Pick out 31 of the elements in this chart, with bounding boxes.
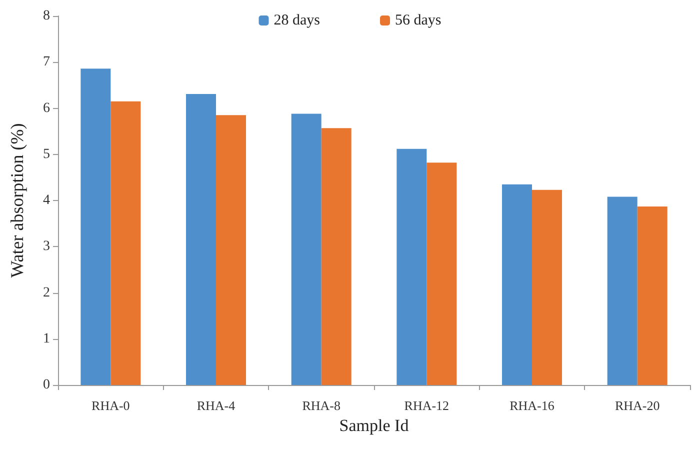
bar <box>291 114 322 385</box>
bar <box>216 115 246 385</box>
y-axis-title: Water absorption (%) <box>7 123 27 278</box>
y-tick-label: 7 <box>43 54 50 70</box>
y-tick-label: 4 <box>43 193 50 208</box>
bar <box>426 162 457 385</box>
legend-label: 28 days <box>274 12 320 28</box>
bar <box>321 128 352 385</box>
bar <box>607 196 638 385</box>
x-tick-label: RHA-8 <box>302 398 340 413</box>
y-tick-label: 3 <box>43 239 50 254</box>
bar <box>637 206 668 385</box>
y-tick-label: 0 <box>43 378 50 392</box>
x-tick-label: RHA-4 <box>196 398 236 413</box>
legend-label: 56 days <box>395 12 442 28</box>
bar <box>186 94 216 385</box>
bar <box>110 101 141 385</box>
x-axis-title: Sample Id <box>339 416 410 435</box>
y-tick-label: 5 <box>43 146 50 162</box>
bar <box>396 148 427 385</box>
y-tick-label: 1 <box>43 331 50 346</box>
y-tick-label: 6 <box>43 100 50 116</box>
x-tick-label: RHA-20 <box>614 398 660 413</box>
bar <box>532 190 562 385</box>
y-tick-label: 8 <box>43 8 50 24</box>
x-tick-label: RHA-0 <box>92 398 130 413</box>
x-tick-label: RHA-12 <box>404 398 450 413</box>
bar <box>502 184 532 385</box>
y-tick-label: 2 <box>43 285 50 300</box>
bar <box>80 68 111 385</box>
x-tick-label: RHA-16 <box>510 398 555 413</box>
